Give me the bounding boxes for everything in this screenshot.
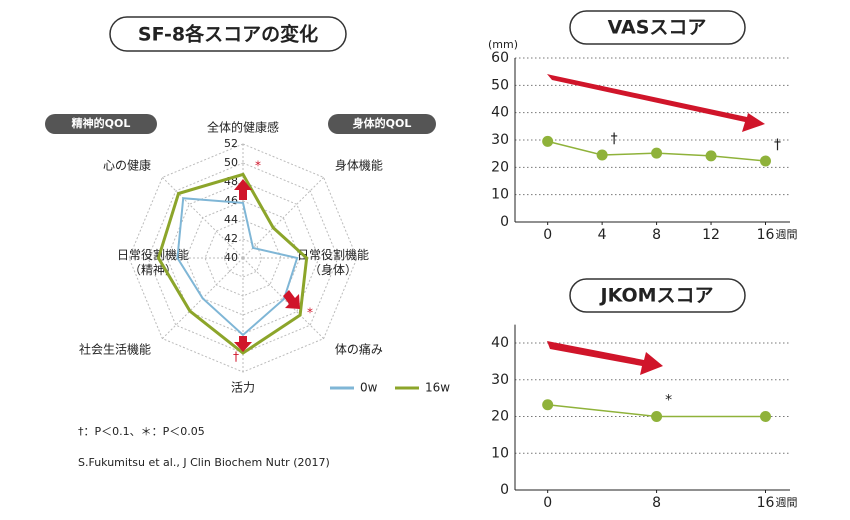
footnote: †：P＜0.1、＊：P＜0.05 bbox=[78, 425, 205, 438]
point bbox=[705, 150, 717, 162]
arrow bbox=[283, 290, 300, 309]
y-tick-label: 0 bbox=[500, 482, 509, 498]
y-tick-label: 20 bbox=[491, 409, 509, 425]
grid-ring bbox=[147, 162, 339, 354]
radar-line bbox=[176, 197, 299, 337]
x-axis-label: 週間 bbox=[775, 228, 797, 241]
group-pill bbox=[45, 114, 157, 134]
y-tick-label: 30 bbox=[491, 372, 509, 388]
r-tick-label: 50 bbox=[224, 156, 238, 169]
x-tick-label: 0 bbox=[543, 495, 552, 511]
y-tick-label: 10 bbox=[491, 445, 509, 461]
annotation: * bbox=[255, 159, 261, 173]
axis-label: 心の健康 bbox=[103, 158, 151, 173]
y-tick-label: 50 bbox=[491, 77, 509, 93]
y-tick-label: 0 bbox=[500, 214, 509, 230]
y-tick-label: 30 bbox=[491, 132, 509, 148]
annotation: * bbox=[665, 393, 672, 409]
spoke bbox=[162, 177, 244, 259]
r-tick-label: 44 bbox=[224, 213, 238, 226]
point bbox=[542, 399, 554, 411]
x-tick-label: 16 bbox=[757, 227, 775, 243]
axis-label: 日常役割機能（精神） bbox=[117, 246, 189, 276]
annotation: † bbox=[611, 131, 618, 147]
legend-label: 0w bbox=[360, 381, 378, 395]
arrow bbox=[547, 74, 765, 132]
grid-ring bbox=[223, 238, 263, 278]
point bbox=[651, 411, 663, 422]
legend-label: 16w bbox=[425, 381, 450, 395]
point bbox=[596, 149, 608, 161]
axis-label: 社会生活機能 bbox=[79, 341, 151, 356]
source: S.Fukumitsu et al., J Clin Biochem Nutr … bbox=[78, 456, 330, 469]
x-axis-label: 週間 bbox=[775, 496, 797, 509]
arrows bbox=[234, 74, 765, 375]
point bbox=[759, 411, 771, 422]
axis-label: 日常役割機能（身体） bbox=[297, 246, 369, 276]
marks: 40424446485052全体的健康感身体機能日常役割機能（身体）体の痛み活力… bbox=[79, 38, 797, 511]
x-tick-label: 8 bbox=[652, 495, 661, 511]
axis-label: 体の痛み bbox=[335, 341, 383, 356]
r-tick-label: 42 bbox=[224, 232, 238, 245]
y-tick-label: 40 bbox=[491, 335, 509, 351]
y-tick-label: 10 bbox=[491, 187, 509, 203]
axis-label: 全体的健康感 bbox=[207, 120, 279, 135]
r-tick-label: 52 bbox=[224, 137, 238, 150]
title-pill bbox=[109, 16, 347, 52]
title-pill bbox=[569, 10, 746, 45]
point bbox=[759, 155, 771, 167]
arrow bbox=[547, 341, 663, 375]
axis-label: 身体機能 bbox=[335, 158, 383, 173]
annotation: † bbox=[774, 137, 781, 153]
annotation: * bbox=[307, 306, 313, 320]
annotation: † bbox=[233, 350, 239, 364]
y-tick-label: 20 bbox=[491, 159, 509, 175]
group-label: 精神的QOL bbox=[72, 116, 131, 130]
axis-label: 活力 bbox=[231, 381, 255, 395]
arrow bbox=[234, 336, 252, 352]
x-tick-label: 12 bbox=[702, 227, 720, 243]
chart-title: VASスコア bbox=[608, 17, 707, 39]
radar-line bbox=[156, 172, 309, 355]
group-label: 身体的QOL bbox=[353, 116, 412, 130]
x-tick-label: 16 bbox=[757, 495, 775, 511]
y-tick-label: 60 bbox=[491, 50, 509, 66]
chart-title: JKOMスコア bbox=[599, 285, 714, 307]
spoke bbox=[242, 177, 324, 259]
point bbox=[651, 147, 663, 159]
point bbox=[542, 135, 554, 147]
title-pill bbox=[569, 278, 746, 313]
x-tick-label: 4 bbox=[598, 227, 607, 243]
x-tick-label: 8 bbox=[652, 227, 661, 243]
chart-title: SF-8各スコアの変化 bbox=[138, 23, 318, 46]
r-tick-label: 46 bbox=[224, 194, 238, 207]
group-pill bbox=[328, 114, 436, 134]
y-unit: (mm) bbox=[488, 38, 518, 51]
arrow bbox=[234, 179, 252, 200]
y-tick-label: 40 bbox=[491, 105, 509, 121]
x-tick-label: 0 bbox=[543, 227, 552, 243]
